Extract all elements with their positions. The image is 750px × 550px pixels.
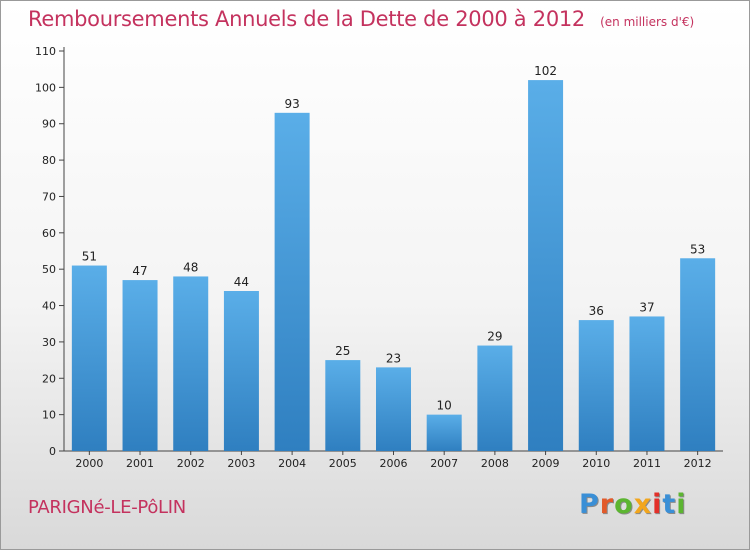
- x-tick-label-2002: 2002: [177, 457, 205, 470]
- x-tick-label-2005: 2005: [329, 457, 357, 470]
- bar-2000: [71, 265, 107, 451]
- logo-letter: o: [614, 489, 634, 520]
- bar-2004: [274, 112, 310, 452]
- y-tick-label: 0: [49, 445, 56, 458]
- x-tick-label-2001: 2001: [126, 457, 154, 470]
- y-tick-label: 90: [42, 118, 56, 131]
- bar-2008: [477, 345, 513, 451]
- data-label-2009: 102: [534, 64, 557, 78]
- data-label-2010: 36: [589, 304, 604, 318]
- chart-subtitle: (en milliers d'€): [600, 15, 695, 29]
- data-label-2005: 25: [335, 344, 350, 358]
- x-tick-label-2010: 2010: [582, 457, 610, 470]
- data-label-2006: 23: [386, 351, 401, 365]
- bar-2010: [578, 320, 614, 451]
- y-tick-label: 10: [42, 409, 56, 422]
- data-label-2002: 48: [183, 260, 198, 274]
- data-label-2000: 51: [82, 250, 97, 264]
- x-tick-label-2007: 2007: [430, 457, 458, 470]
- data-label-2012: 53: [690, 242, 705, 256]
- bar-2009: [528, 80, 564, 451]
- logo-letter: t: [662, 489, 677, 520]
- x-tick-label-2004: 2004: [278, 457, 306, 470]
- logo-letter: i: [652, 489, 663, 520]
- y-tick-label: 40: [42, 300, 56, 313]
- title-row: Remboursements Annuels de la Dette de 20…: [28, 7, 694, 31]
- bars: 51 47 48 44 93 25 23 10 29 102 36 37 53: [71, 64, 716, 452]
- y-tick-label: 80: [42, 154, 56, 167]
- chart-title: Remboursements Annuels de la Dette de 20…: [28, 7, 585, 31]
- logo-letter: i: [676, 489, 687, 520]
- x-tick-label-2006: 2006: [380, 457, 408, 470]
- bar-2001: [122, 280, 158, 451]
- bar-2002: [173, 276, 209, 451]
- x-tick-label-2003: 2003: [227, 457, 255, 470]
- commune-name: PARIGNé-LE-PôLIN: [28, 497, 186, 518]
- x-tick-label-2008: 2008: [481, 457, 509, 470]
- y-tick-label: 50: [42, 263, 56, 276]
- x-tick-label-2012: 2012: [684, 457, 712, 470]
- data-label-2011: 37: [639, 300, 654, 314]
- y-tick-label: 30: [42, 336, 56, 349]
- axes: 0 10 20 30 40 50 60 70 80 90 100 110 2000 2001 2002 200…: [35, 45, 723, 470]
- data-label-2007: 10: [437, 399, 452, 413]
- logo-letter: x: [633, 489, 653, 520]
- logo-letter: P: [579, 489, 600, 520]
- bar-2007: [426, 414, 462, 451]
- y-tick-label: 110: [35, 45, 56, 58]
- bar-2012: [680, 258, 716, 451]
- proxiti-logo: Proxiti: [579, 489, 687, 520]
- bar-2011: [629, 316, 665, 451]
- data-label-2004: 93: [284, 97, 299, 111]
- bar-2005: [325, 360, 361, 451]
- y-tick-label: 100: [35, 81, 56, 94]
- y-tick-label: 20: [42, 372, 56, 385]
- data-label-2001: 47: [132, 264, 147, 278]
- x-tick-label-2009: 2009: [532, 457, 560, 470]
- logo-letter: r: [599, 489, 615, 520]
- data-label-2008: 29: [487, 330, 502, 344]
- x-tick-label-2011: 2011: [633, 457, 661, 470]
- data-label-2003: 44: [234, 275, 249, 289]
- y-tick-label: 70: [42, 190, 56, 203]
- bar-2003: [223, 291, 259, 451]
- bar-2006: [376, 367, 411, 451]
- x-tick-label-2000: 2000: [75, 457, 103, 470]
- y-tick-label: 60: [42, 227, 56, 240]
